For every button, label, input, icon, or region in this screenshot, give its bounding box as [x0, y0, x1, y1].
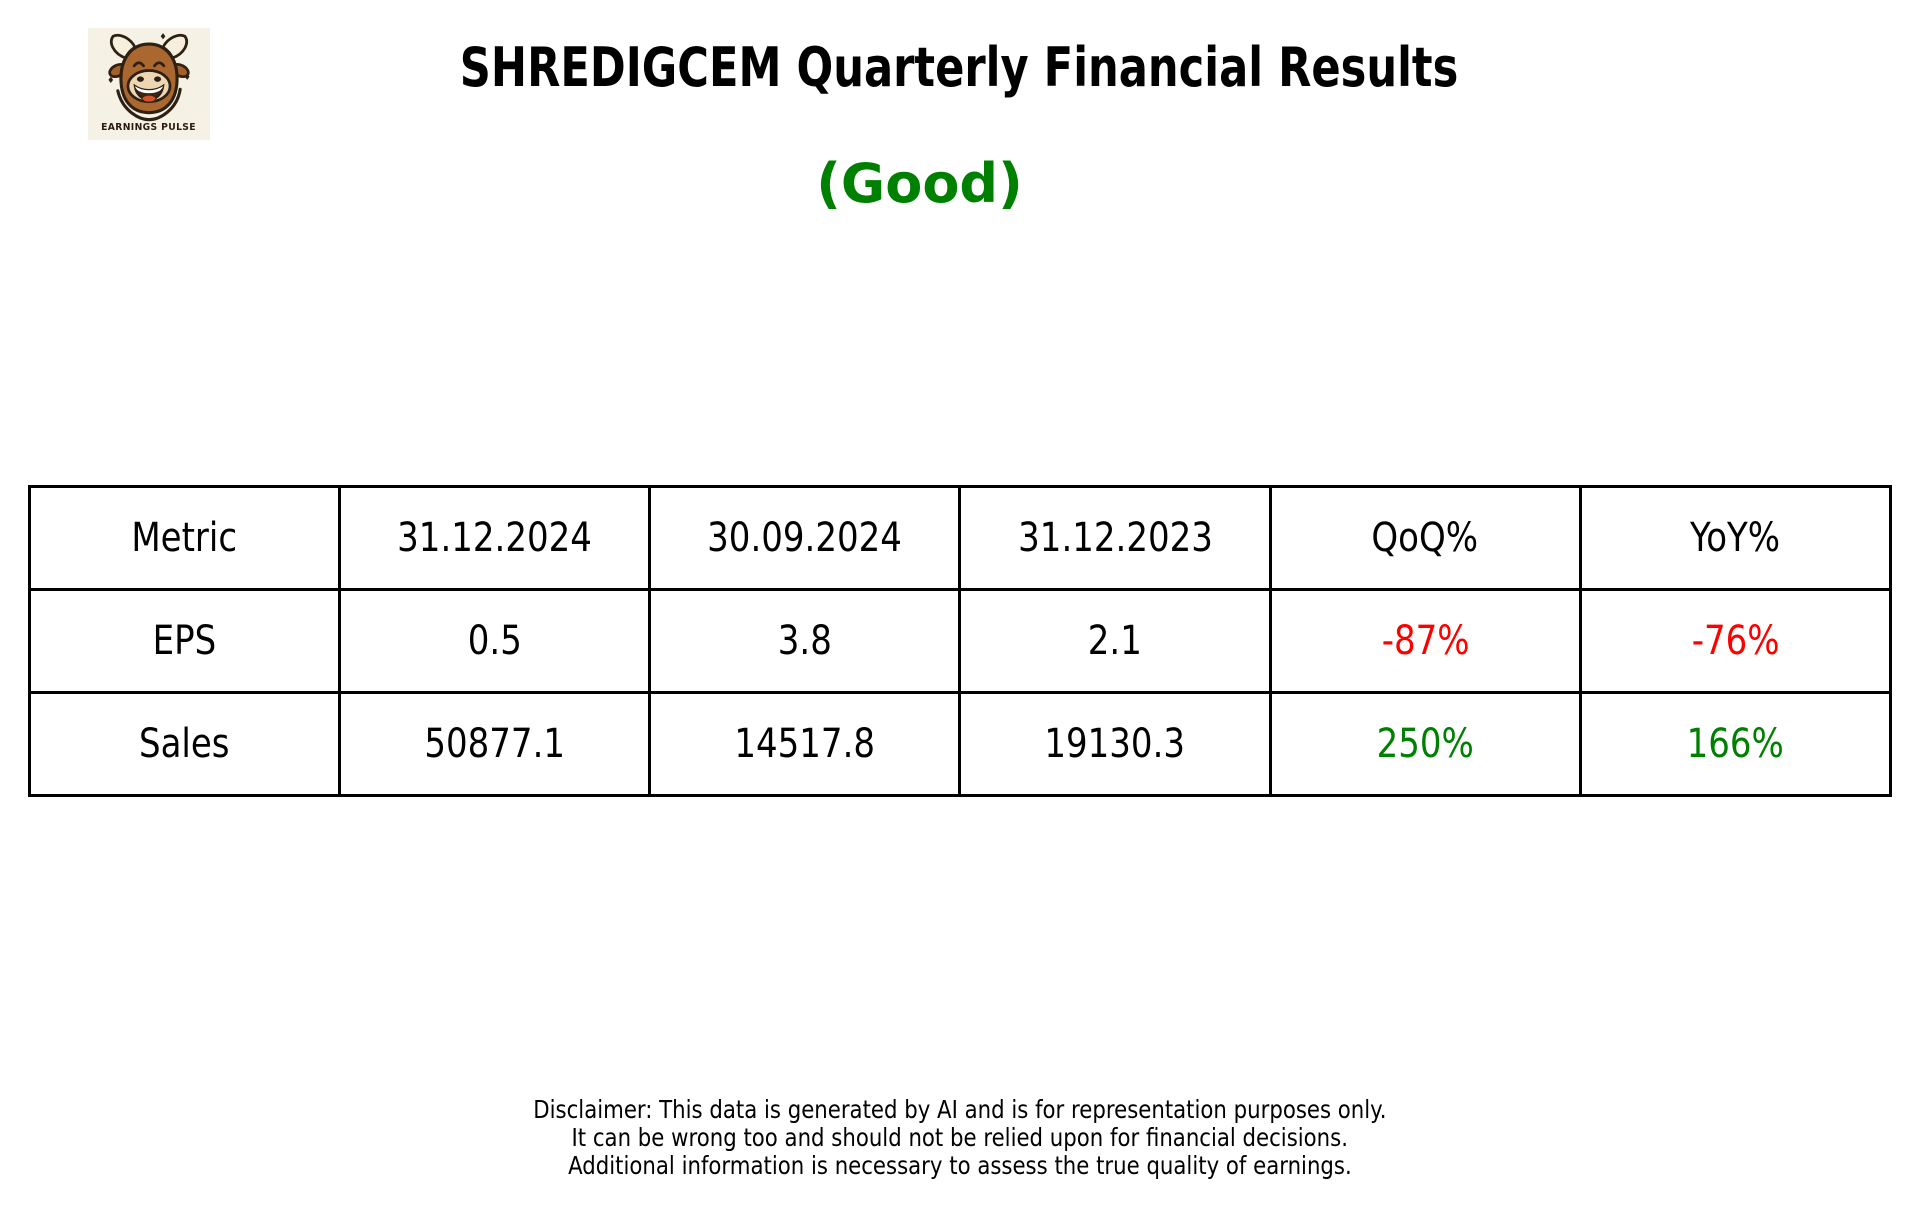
table-cell: 0.5	[338, 588, 652, 694]
disclaimer: Disclaimer: This data is generated by AI…	[0, 1096, 1919, 1180]
metric-label: EPS	[27, 588, 342, 694]
table-cell: 14517.8	[648, 691, 962, 797]
disclaimer-line: It can be wrong too and should not be re…	[571, 1123, 1348, 1152]
table-cell-qoq: -87%	[1268, 588, 1582, 694]
column-header-q-current: 31.12.2024	[338, 485, 652, 591]
page-title-text: SHREDIGCEM Quarterly Financial Results	[460, 36, 1459, 99]
financial-results-table: Metric 31.12.2024 30.09.2024 31.12.2023 …	[27, 485, 1893, 797]
logo-brand-text: EARNINGS PULSE	[101, 122, 197, 133]
table-header-row: Metric 31.12.2024 30.09.2024 31.12.2023 …	[27, 485, 1893, 591]
verdict-label: (Good)	[0, 152, 1839, 215]
column-header-qoq: QoQ%	[1268, 485, 1582, 591]
verdict-text: (Good)	[816, 152, 1023, 215]
table-cell: 50877.1	[338, 691, 652, 797]
table-cell-qoq: 250%	[1268, 691, 1582, 797]
disclaimer-line: Disclaimer: This data is generated by AI…	[532, 1095, 1387, 1124]
column-header-q-yearago: 31.12.2023	[958, 485, 1272, 591]
earnings-pulse-logo: EARNINGS PULSE	[88, 28, 210, 140]
table-row-eps: EPS 0.5 3.8 2.1 -87% -76%	[27, 588, 1893, 694]
table-cell-yoy: -76%	[1578, 588, 1893, 694]
results-table-container: Metric 31.12.2024 30.09.2024 31.12.2023 …	[27, 485, 1893, 797]
bull-mascot-icon	[108, 33, 190, 122]
column-header-q-previous: 30.09.2024	[648, 485, 962, 591]
metric-label: Sales	[27, 691, 342, 797]
column-header-yoy: YoY%	[1578, 485, 1893, 591]
table-cell-yoy: 166%	[1578, 691, 1893, 797]
column-header-metric: Metric	[27, 485, 342, 591]
disclaimer-line: Additional information is necessary to a…	[567, 1151, 1352, 1180]
table-cell: 19130.3	[958, 691, 1272, 797]
table-row-sales: Sales 50877.1 14517.8 19130.3 250% 166%	[27, 691, 1893, 797]
table-cell: 2.1	[958, 588, 1272, 694]
table-cell: 3.8	[648, 588, 962, 694]
page-title: SHREDIGCEM Quarterly Financial Results	[0, 36, 1919, 99]
